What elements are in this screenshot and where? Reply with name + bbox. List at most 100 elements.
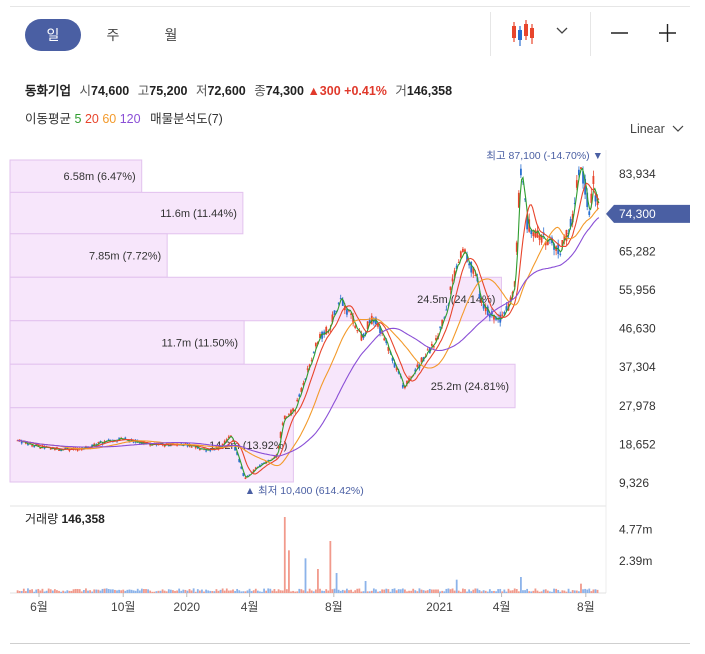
candle-body (350, 313, 352, 315)
tab-week[interactable]: 주 (106, 27, 120, 43)
candle-body (395, 367, 398, 371)
volume-bar (161, 589, 164, 593)
volume-bar (592, 589, 595, 593)
volume-bar (571, 590, 574, 593)
volume-bar (317, 569, 319, 593)
candle-body (464, 249, 466, 252)
tab-month[interactable]: 월 (164, 27, 178, 43)
price-tick-label: 9,326 (619, 476, 649, 490)
candle-body (439, 326, 442, 328)
volume-bar (482, 590, 485, 593)
candle-body (559, 253, 562, 255)
candle-body (385, 339, 388, 344)
candle-body (433, 346, 435, 348)
price-tick-label: 46,630 (619, 322, 656, 336)
volume-bar (536, 590, 539, 593)
volume-bar (511, 590, 514, 593)
volume-bar (364, 581, 367, 593)
volume-bar (155, 591, 158, 593)
volume-bar (296, 591, 299, 593)
candle-body (198, 448, 201, 450)
volume-bar (314, 589, 317, 593)
volume-bar (140, 588, 143, 593)
candle-body (515, 242, 518, 252)
volume-bar (387, 589, 390, 593)
volume-bar (588, 588, 591, 593)
candle-body (457, 262, 460, 264)
volume-bar (513, 588, 516, 593)
volume-bar (85, 588, 87, 593)
volume-bar (534, 588, 537, 593)
candle-body (497, 317, 500, 319)
volume-bar (509, 590, 512, 593)
volume-bar (391, 588, 394, 593)
volume-bar (109, 589, 112, 593)
candle-body (236, 451, 239, 455)
volume-bar (78, 589, 81, 593)
volume-profile-bar (9, 233, 168, 278)
candle-body (194, 445, 197, 449)
candle-body (594, 195, 597, 202)
volume-bar (126, 589, 129, 593)
candle-body (565, 229, 568, 242)
bottom-divider (10, 643, 690, 644)
volume-bar (354, 590, 357, 593)
scale-selector[interactable]: Linear (630, 122, 684, 136)
tab-day[interactable]: 일 (25, 19, 81, 51)
volume-profile-label: 11.6m (11.44%) (160, 208, 237, 220)
candle-body (163, 445, 166, 447)
candle-body (401, 385, 404, 388)
candle-body (196, 446, 199, 449)
candle-body (544, 241, 547, 246)
volume-bar (290, 591, 292, 593)
candle-body (184, 443, 187, 445)
volume-bar (82, 590, 85, 593)
candle-body (277, 446, 280, 449)
volume-bar (433, 589, 435, 593)
volume-bar (586, 589, 589, 593)
volume-bar (16, 590, 19, 593)
candle-body (31, 445, 33, 447)
volume-bar (426, 590, 429, 593)
ma-60-line (17, 207, 600, 467)
candle-body (416, 364, 419, 367)
volume-bar (321, 590, 323, 593)
volume-bar (182, 589, 185, 593)
candle-body (132, 441, 135, 443)
volume-bar (163, 590, 166, 593)
volume-bar (333, 588, 336, 593)
volume-bar (95, 589, 98, 593)
candle-body (532, 232, 535, 237)
volume-bar (491, 591, 493, 593)
candle-body (242, 472, 245, 476)
volume-bar (575, 590, 578, 593)
top-divider (10, 6, 690, 7)
volume-bar (377, 591, 379, 593)
price-tick-label: 18,652 (619, 437, 656, 451)
volume-bar (459, 591, 462, 593)
candle-body (588, 211, 591, 215)
volume-bar (273, 589, 276, 593)
candle-body (221, 443, 224, 446)
indicator-legend[interactable]: 이동평균 5 20 60 120 매물분석도(7) (25, 108, 223, 127)
candle-body (466, 254, 468, 262)
volume-bar (128, 589, 131, 593)
candle-body (261, 463, 263, 465)
chevron-down-icon[interactable] (555, 26, 569, 36)
candle-body (333, 310, 336, 315)
volume-bar (172, 590, 174, 593)
volume-bar (62, 590, 65, 593)
volume-bar (331, 589, 334, 593)
candle-body (205, 450, 207, 452)
candle-body (246, 475, 249, 477)
volume-bar (60, 591, 62, 593)
volume-bar (578, 591, 580, 593)
volume-bar (145, 589, 147, 593)
volume-bar (319, 588, 321, 593)
volume-bar (285, 589, 288, 593)
chart-type-selector[interactable] (490, 12, 586, 56)
volume-bar (495, 591, 497, 593)
candle-body (53, 449, 56, 451)
x-tick-label: 8월 (577, 600, 595, 614)
